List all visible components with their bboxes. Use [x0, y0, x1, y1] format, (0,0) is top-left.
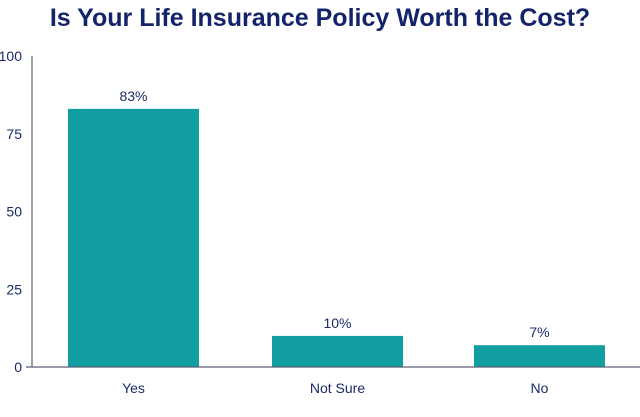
data-label: 10% [323, 315, 351, 331]
y-tick-label: 75 [6, 126, 22, 142]
y-tick-label: 50 [6, 204, 22, 220]
data-label: 7% [529, 324, 549, 340]
bar-not-sure [272, 335, 403, 367]
chart-title: Is Your Life Insurance Policy Worth the … [49, 4, 591, 32]
y-tick-label: 0 [14, 359, 22, 375]
x-tick-label: Yes [122, 380, 145, 396]
bar-yes [68, 108, 199, 368]
x-tick-label: Not Sure [310, 380, 365, 396]
y-tick-label: 100 [0, 48, 22, 64]
y-tick-label: 25 [6, 281, 22, 297]
bar-no [474, 345, 605, 367]
data-label: 83% [119, 88, 147, 104]
x-tick-label: No [531, 380, 549, 396]
